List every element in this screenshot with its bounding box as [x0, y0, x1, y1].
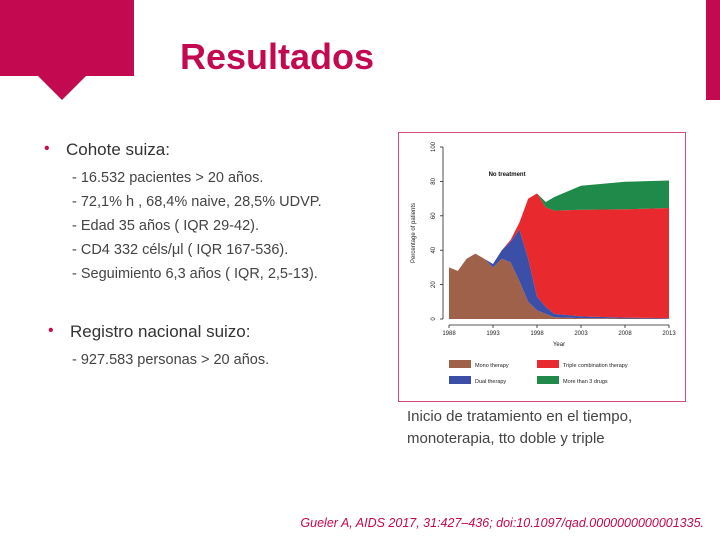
x-tick-label: 2013 [662, 331, 676, 337]
legend-label: Dual therapy [475, 379, 506, 385]
legend-swatch [537, 376, 559, 384]
legend-swatch [537, 360, 559, 368]
y-tick-label: 80 [431, 177, 437, 184]
legend-swatch [449, 360, 471, 368]
chart-frame: 0 20 40 60 80 100 1988 1993 1998 2003 2008 2013 No … [398, 132, 686, 402]
series-area-triple-combination-therapy [449, 193, 669, 319]
bullet-dot-icon: • [44, 140, 50, 157]
right-strip-decoration [706, 0, 720, 100]
sub-item: - 16.532 pacientes > 20 años. [72, 170, 264, 186]
x-tick-label: 2003 [574, 331, 588, 337]
series-area-mono-therapy [449, 253, 669, 319]
y-tick-label: 40 [431, 246, 437, 253]
sub-item: - Edad 35 años ( IQR 29-42). [72, 218, 259, 234]
y-tick-label: 100 [431, 141, 437, 152]
bullet-dot-icon: • [48, 322, 54, 339]
slide-title: Resultados [180, 36, 375, 77]
y-tick-label: 20 [431, 281, 437, 288]
legend-label: Mono therapy [475, 363, 509, 369]
chart-caption: Inicio de tratamiento en el tiempo, mono… [407, 408, 633, 447]
sub-item: - CD4 332 céls/μl ( IQR 167-536). [72, 242, 289, 258]
legend-swatch [449, 376, 471, 384]
legend-label: More than 3 drugs [563, 379, 608, 385]
sub-item: - Seguimiento 6,3 años ( IQR, 2,5-13). [72, 266, 318, 282]
x-tick-label: 1998 [530, 331, 544, 337]
series-area-more-than-3-drugs [449, 180, 669, 271]
y-axis-label: Percentage of patients [411, 203, 417, 263]
y-tick-label: 0 [431, 317, 437, 321]
sub-item: - 927.583 personas > 20 años. [72, 352, 270, 368]
series-area-dual-therapy [449, 229, 669, 319]
bullet-label: Registro nacional suizo: [70, 322, 251, 341]
y-tick-label: 60 [431, 212, 437, 219]
legend-label: Triple combination therapy [563, 363, 628, 369]
citation: Gueler A, AIDS 2017, 31:427–436; doi:10.… [300, 516, 704, 530]
x-axis-label: Year [553, 342, 565, 348]
bullet-label: Cohote suiza: [66, 140, 170, 159]
x-tick-label: 1993 [486, 331, 500, 337]
corner-tab-decoration [0, 0, 134, 76]
sub-item: - 72,1% h , 68,4% naive, 28,5% UDVP. [72, 194, 322, 210]
corner-arrow-decoration [38, 76, 86, 100]
x-tick-label: 2008 [618, 331, 632, 337]
stacked-area-chart: 0 20 40 60 80 100 1988 1993 1998 2003 2008 2013 No … [411, 141, 676, 385]
chart-annotation: No treatment [489, 172, 526, 178]
x-tick-label: 1988 [442, 331, 456, 337]
